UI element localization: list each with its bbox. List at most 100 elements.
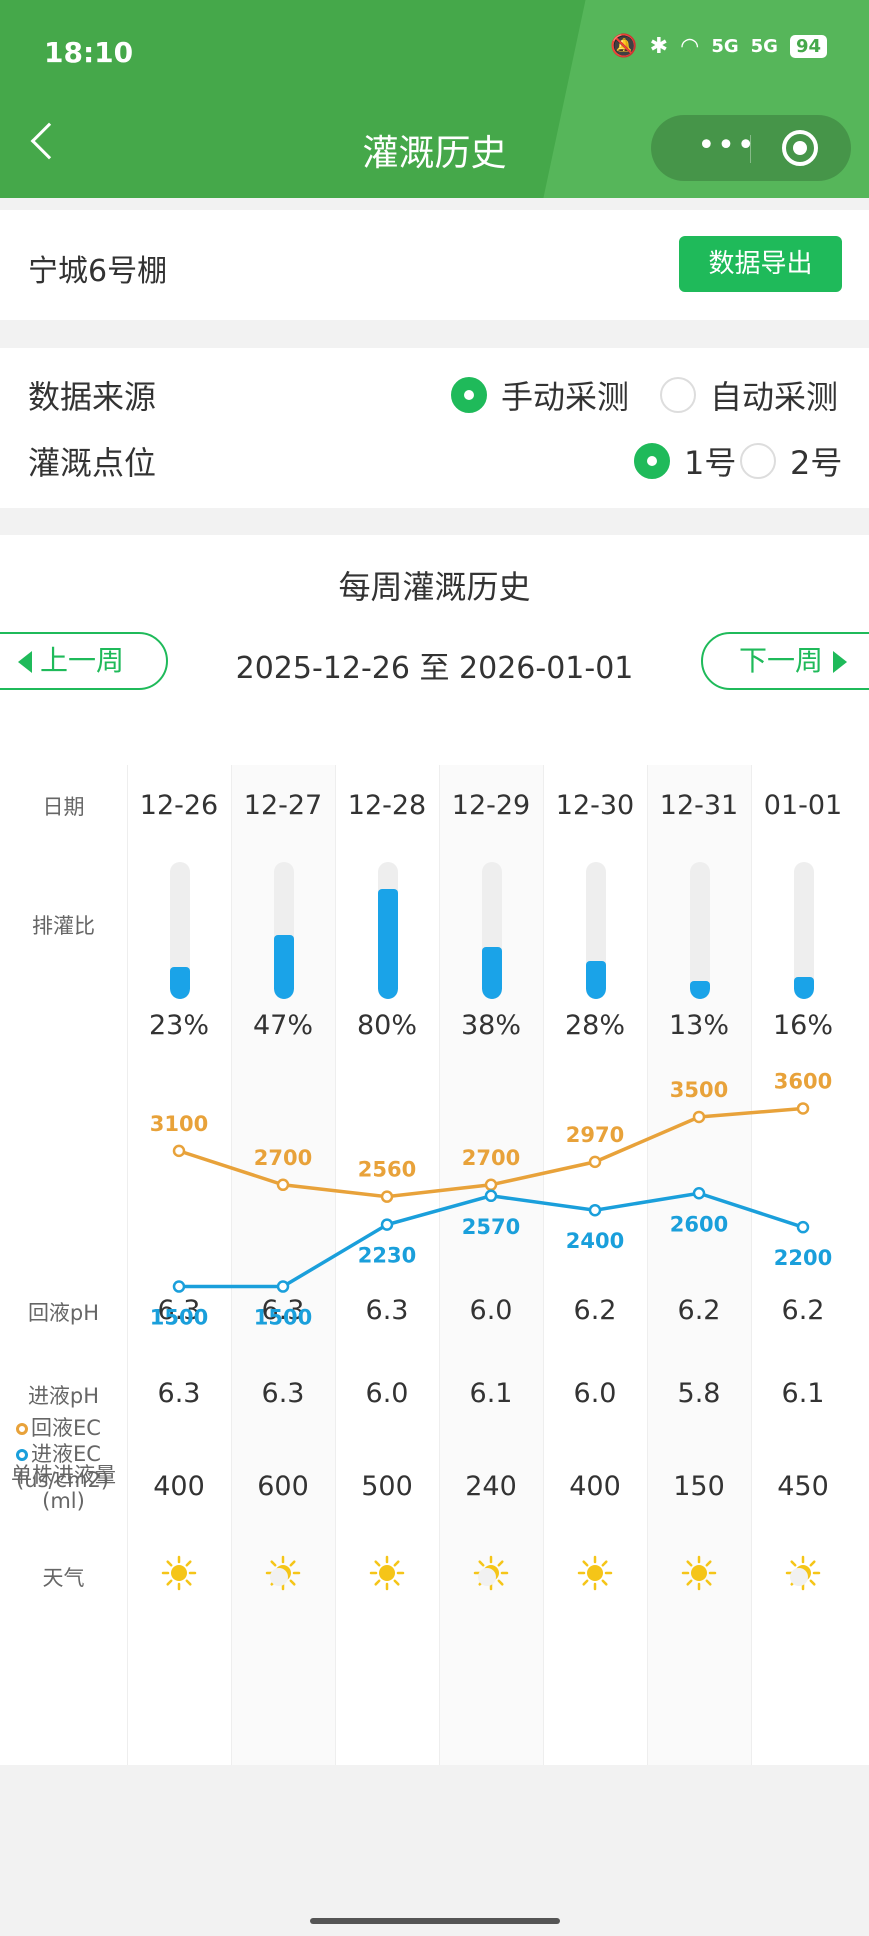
next-week-label: 下一周 [739, 644, 824, 677]
radio-point-2-label: 2号 [790, 444, 843, 482]
history-title: 每周灌溉历史 [338, 568, 531, 606]
ratio-bar-track [586, 862, 606, 999]
ph-return-value: 6.3 [261, 1295, 305, 1326]
ratio-bar-track [378, 862, 398, 999]
ratio-bar-track [794, 862, 814, 999]
ratio-percent: 13% [668, 1010, 729, 1041]
row-label-ph-in: 进液pH [27, 1384, 100, 1408]
ph-return-value: 6.2 [781, 1295, 825, 1326]
legend-return-dot [16, 1423, 28, 1435]
radio-circle [660, 377, 696, 413]
mini-program-capsule: ••• [651, 115, 851, 181]
volume-value: 150 [673, 1471, 725, 1502]
greenhouse-name: 宁城6号棚 [28, 254, 168, 289]
ratio-bar-fill [482, 947, 502, 999]
legend-in-dot [16, 1449, 28, 1461]
ph-return-value: 6.3 [365, 1295, 409, 1326]
ph-in-value: 6.0 [365, 1378, 409, 1409]
row-label-weather: 天气 [42, 1566, 85, 1590]
volume-value: 400 [569, 1471, 621, 1502]
battery-icon: 94 [789, 35, 827, 58]
row-label-date: 日期 [42, 795, 85, 819]
ratio-bar-track [274, 862, 294, 999]
volume-value: 240 [465, 1471, 517, 1502]
ratio-bar-fill [794, 977, 814, 999]
legend-in-label: 进液EC [31, 1442, 101, 1466]
ratio-percent: 28% [564, 1010, 625, 1041]
sun-icon [369, 1555, 405, 1591]
sun-icon [577, 1555, 613, 1591]
day-column: 12-31 13% 6.2 5.8 150 [647, 765, 751, 1765]
capsule-divider [750, 135, 751, 163]
sun-icon [161, 1555, 197, 1591]
volume-value: 500 [361, 1471, 413, 1502]
prev-week-button[interactable]: 上一周 [0, 632, 168, 690]
source-label: 数据来源 [28, 378, 157, 416]
export-button[interactable]: 数据导出 [679, 236, 842, 292]
day-date: 12-31 [659, 790, 739, 821]
filters-card: 数据来源 手动采测 自动采测 灌溉点位 1号 2号 [0, 348, 869, 508]
radio-manual-label: 手动采测 [501, 378, 630, 416]
row-label-ratio: 排灌比 [32, 914, 95, 938]
legend-return-label: 回液EC [31, 1416, 101, 1440]
column-separator [439, 765, 440, 1765]
page-title: 灌溉历史 [362, 133, 507, 174]
ratio-percent: 80% [356, 1010, 417, 1041]
volume-value: 400 [153, 1471, 205, 1502]
ratio-bar-track [482, 862, 502, 999]
day-date: 01-01 [763, 790, 843, 821]
day-date: 12-30 [555, 790, 635, 821]
row-label-ph-return: 回液pH [27, 1301, 100, 1325]
column-separator [231, 765, 232, 1765]
ph-in-value: 6.3 [157, 1378, 201, 1409]
day-column: 12-28 80% 6.3 6.0 500 [335, 765, 439, 1765]
radio-circle-checked [634, 443, 670, 479]
radio-manual[interactable]: 手动采测 [451, 372, 629, 418]
left-triangle-icon [18, 651, 32, 673]
legend-return-ec: 回液EC [16, 1415, 127, 1441]
legend-unit: (us/cm2) [16, 1468, 110, 1492]
home-indicator[interactable] [310, 1918, 560, 1924]
radio-point-2[interactable]: 2号 [740, 438, 842, 484]
ratio-percent: 16% [772, 1010, 833, 1041]
right-triangle-icon [833, 651, 848, 673]
column-separator [751, 765, 752, 1765]
bluetooth-icon: ✱ [649, 34, 669, 59]
target-icon[interactable] [782, 130, 818, 166]
day-column: 12-27 47% 6.3 6.3 600 [231, 765, 335, 1765]
day-date: 12-26 [139, 790, 219, 821]
partly-sunny-icon [265, 1555, 301, 1591]
day-date: 12-27 [243, 790, 323, 821]
day-date: 12-29 [451, 790, 531, 821]
ratio-bar-track [170, 862, 190, 999]
ratio-bar-fill [170, 967, 190, 999]
day-column: 01-01 16% 6.2 6.1 450 [751, 765, 855, 1765]
day-date: 12-28 [347, 790, 427, 821]
prev-week-label: 上一周 [40, 644, 125, 677]
history-card: 每周灌溉历史 上一周 2025-12-26 至 2026-01-01 下一周 日… [0, 535, 869, 1765]
top-bar: 18:10 🔕 ✱ ◠ 5G 5G 94 灌溉历史 ••• [0, 0, 869, 198]
more-dots-icon[interactable]: ••• [697, 128, 757, 163]
point-label: 灌溉点位 [28, 444, 157, 482]
row-label-volume: 单株进液量 [11, 1463, 116, 1487]
ph-in-value: 5.8 [677, 1378, 721, 1409]
radio-point-1-label: 1号 [684, 444, 737, 482]
legend-in-ec: 进液EC [16, 1441, 127, 1467]
radio-circle-checked [451, 377, 487, 413]
wifi-icon: ◠ [680, 34, 700, 59]
partly-sunny-icon [473, 1555, 509, 1591]
ratio-bar-fill [586, 961, 606, 999]
ph-return-value: 6.3 [157, 1295, 201, 1326]
radio-auto[interactable]: 自动采测 [660, 372, 838, 418]
day-column: 12-29 38% 6.0 6.1 240 [439, 765, 543, 1765]
ph-in-value: 6.1 [469, 1378, 513, 1409]
day-column: 12-30 28% 6.2 6.0 400 [543, 765, 647, 1765]
ph-in-value: 6.3 [261, 1378, 305, 1409]
radio-point-1[interactable]: 1号 [634, 438, 736, 484]
partly-sunny-icon [785, 1555, 821, 1591]
next-week-button[interactable]: 下一周 [701, 632, 869, 690]
column-separator [647, 765, 648, 1765]
ph-return-value: 6.2 [677, 1295, 721, 1326]
radio-auto-label: 自动采测 [710, 378, 839, 416]
ratio-bar-track [690, 862, 710, 999]
